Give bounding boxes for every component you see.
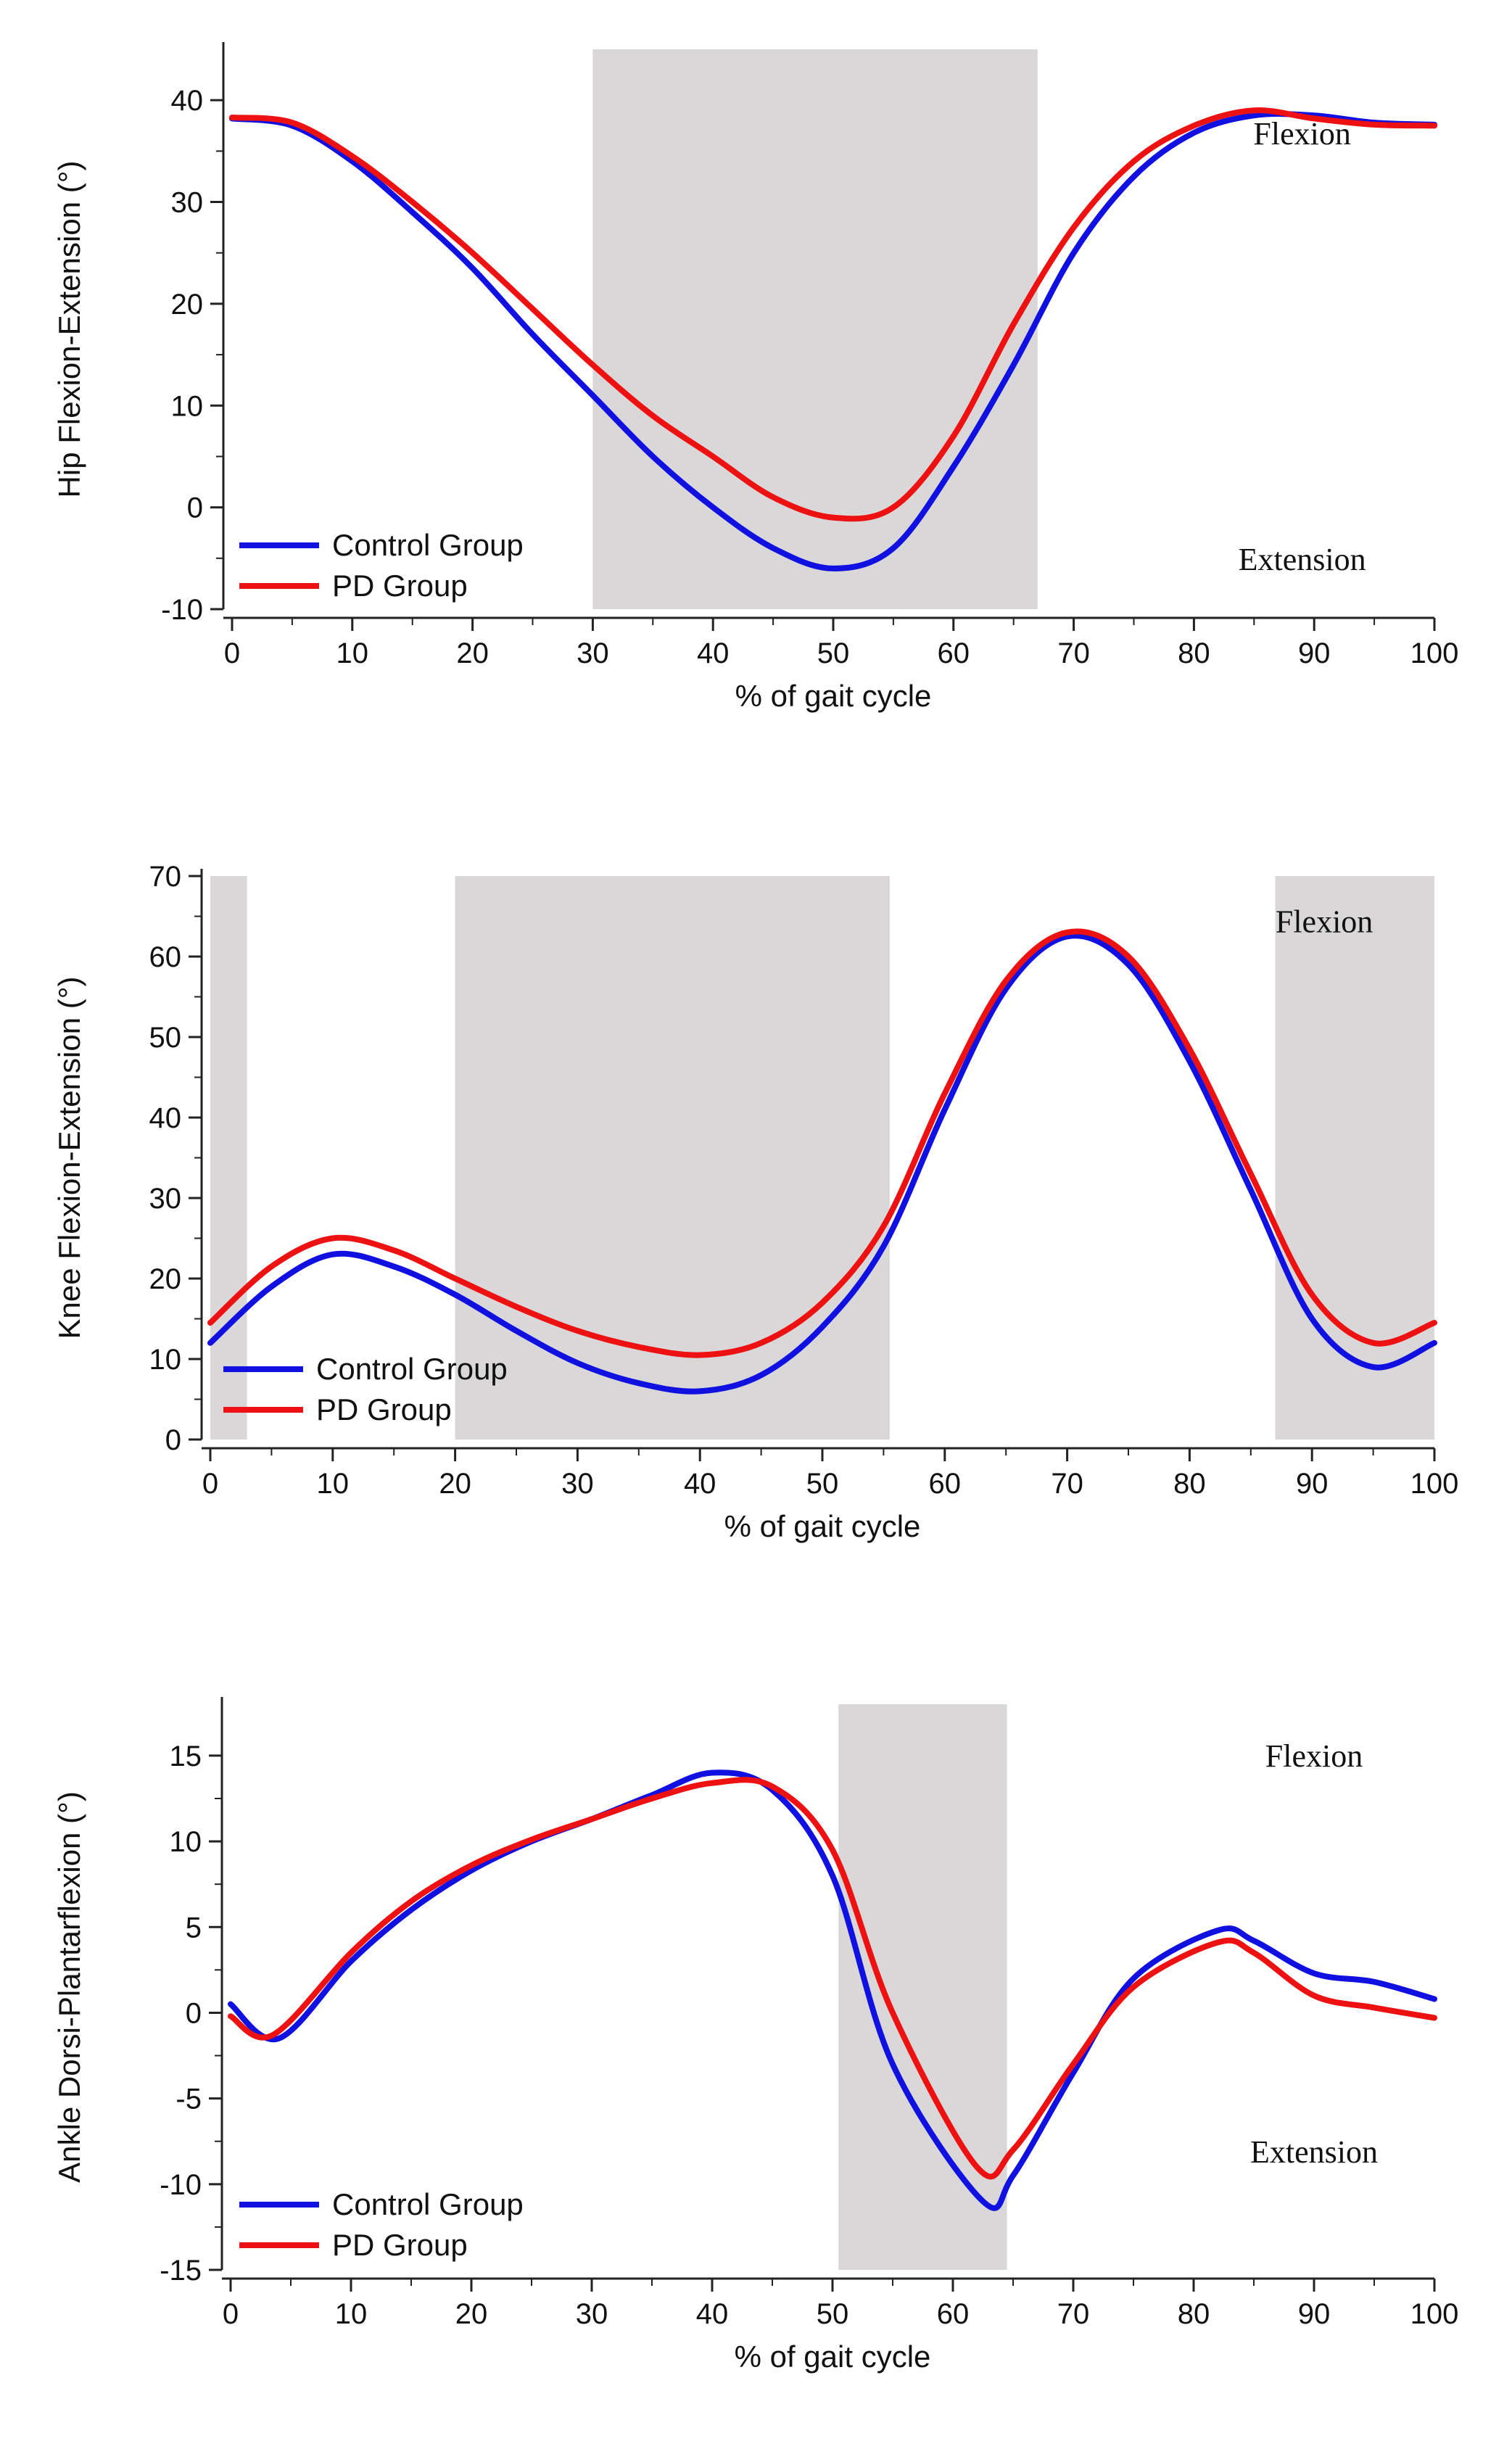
hip-x-tick-label: 0 [224, 637, 240, 669]
knee-x-axis-title: % of gait cycle [724, 1509, 921, 1543]
hip-y-tick-label: 40 [171, 85, 204, 117]
hip-x-tick-label: 100 [1410, 637, 1459, 669]
ankle-y-axis-title: Ankle Dorsi-Plantarflexion (°) [52, 1791, 86, 2183]
ankle-legend-label: PD Group [332, 2228, 468, 2262]
knee-y-tick-label: 0 [165, 1424, 181, 1456]
hip-series-line-control [229, 111, 1437, 571]
knee-series-line-pd [207, 928, 1437, 1358]
knee-shaded-region-0 [210, 876, 247, 1440]
hip-x-tick-label: 10 [336, 637, 369, 669]
knee-y-tick-label: 20 [149, 1263, 182, 1295]
knee-shaded-region-1 [455, 876, 890, 1440]
ankle-y-tick-label: -10 [160, 2169, 202, 2201]
knee-x-tick-label: 90 [1296, 1468, 1329, 1500]
ankle-legend-label: Control Group [332, 2187, 524, 2221]
knee-series-line-control [207, 933, 1437, 1395]
ankle-series-line-pd [228, 1777, 1437, 2180]
knee-x-tick-label: 30 [561, 1468, 594, 1500]
knee-chart: 0 10 20 30 40 50 60 70 80 90 100 0 10 20 30 40 50 60 70 % o… [52, 861, 1459, 1543]
hip-series-line-pd [229, 107, 1437, 522]
knee-y-tick-label: 30 [149, 1183, 182, 1215]
ankle-x-tick-label: 50 [817, 2298, 849, 2330]
ankle-x-tick-label: 100 [1410, 2298, 1459, 2330]
knee-y-tick-label: 10 [149, 1344, 182, 1376]
knee-y-tick-label: 50 [149, 1022, 182, 1054]
hip-shaded-region-0 [592, 49, 1038, 609]
hip-x-tick-label: 80 [1178, 637, 1210, 669]
knee-x-tick-label: 20 [439, 1468, 471, 1500]
ankle-y-tick-label: -15 [160, 2255, 202, 2287]
hip-x-tick-label: 30 [577, 637, 609, 669]
knee-x-tick-label: 40 [684, 1468, 716, 1500]
knee-x-tick-label: 10 [317, 1468, 350, 1500]
ankle-annotation-flexion: Flexion [1265, 1738, 1363, 1774]
hip-annotation-extension: Extension [1239, 542, 1366, 577]
knee-y-axis-title: Knee Flexion-Extension (°) [52, 976, 86, 1339]
knee-legend-label: Control Group [316, 1352, 508, 1386]
ankle-y-tick-label: 5 [186, 1912, 202, 1944]
ankle-x-tick-label: 70 [1057, 2298, 1090, 2330]
ankle-x-tick-label: 20 [455, 2298, 488, 2330]
ankle-x-tick-label: 80 [1178, 2298, 1210, 2330]
hip-x-tick-label: 20 [456, 637, 489, 669]
ankle-y-tick-label: 10 [170, 1826, 202, 1858]
ankle-y-tick-label: 15 [170, 1740, 202, 1772]
hip-chart-panel: 0 10 20 30 40 50 60 70 80 90 100 -10 0 10 20 30 40% of g… [0, 0, 1512, 769]
hip-y-axis-title: Hip Flexion-Extension (°) [52, 161, 86, 498]
hip-y-tick-label: 10 [171, 390, 204, 422]
hip-y-tick-label: 20 [171, 289, 204, 321]
knee-x-tick-label: 0 [202, 1468, 218, 1500]
hip-legend-label: PD Group [332, 569, 468, 603]
knee-annotation-flexion: Flexion [1276, 904, 1373, 940]
knee-x-tick-label: 70 [1051, 1468, 1083, 1500]
ankle-x-tick-label: 0 [223, 2298, 239, 2330]
ankle-x-tick-label: 90 [1298, 2298, 1331, 2330]
knee-shaded-region-2 [1275, 876, 1434, 1440]
hip-y-tick-label: 30 [171, 187, 204, 219]
knee-legend-label: PD Group [316, 1392, 452, 1426]
knee-x-tick-label: 100 [1410, 1468, 1459, 1500]
hip-x-axis-title: % of gait cycle [735, 679, 932, 713]
hip-x-tick-label: 40 [697, 637, 730, 669]
knee-x-tick-label: 80 [1173, 1468, 1206, 1500]
hip-x-tick-label: 70 [1057, 637, 1090, 669]
ankle-x-tick-label: 10 [335, 2298, 368, 2330]
knee-y-tick-label: 60 [149, 941, 182, 973]
ankle-x-tick-label: 40 [696, 2298, 729, 2330]
hip-y-tick-label: 0 [187, 492, 203, 524]
hip-x-tick-label: 60 [938, 637, 970, 669]
knee-x-tick-label: 50 [806, 1468, 839, 1500]
ankle-annotation-extension: Extension [1250, 2134, 1378, 2170]
ankle-x-axis-title: % of gait cycle [735, 2339, 931, 2374]
ankle-x-tick-label: 30 [576, 2298, 608, 2330]
ankle-y-tick-label: -5 [175, 2083, 202, 2115]
knee-x-tick-label: 60 [929, 1468, 962, 1500]
hip-legend-label: Control Group [332, 528, 524, 562]
knee-y-tick-label: 70 [149, 861, 182, 893]
knee-chart-panel: 0 10 20 30 40 50 60 70 80 90 100 0 10 20 30 40 50 60 70 % o… [0, 819, 1512, 1603]
knee-y-tick-label: 40 [149, 1102, 182, 1134]
ankle-x-tick-label: 60 [937, 2298, 970, 2330]
hip-annotation-flexion: Flexion [1253, 116, 1350, 152]
ankle-chart: 0 10 20 30 40 50 60 70 80 90 100 -15 -10 -5 0 5 10 15 % of… [52, 1697, 1459, 2374]
ankle-y-tick-label: 0 [186, 1997, 202, 2029]
hip-y-tick-label: -10 [161, 594, 203, 626]
hip-x-tick-label: 50 [817, 637, 850, 669]
ankle-chart-panel: 0 10 20 30 40 50 60 70 80 90 100 -15 -10 -5 0 5 10 15 % of… [0, 1646, 1512, 2444]
hip-x-tick-label: 90 [1298, 637, 1331, 669]
ankle-series-line-control [228, 1769, 1437, 2211]
